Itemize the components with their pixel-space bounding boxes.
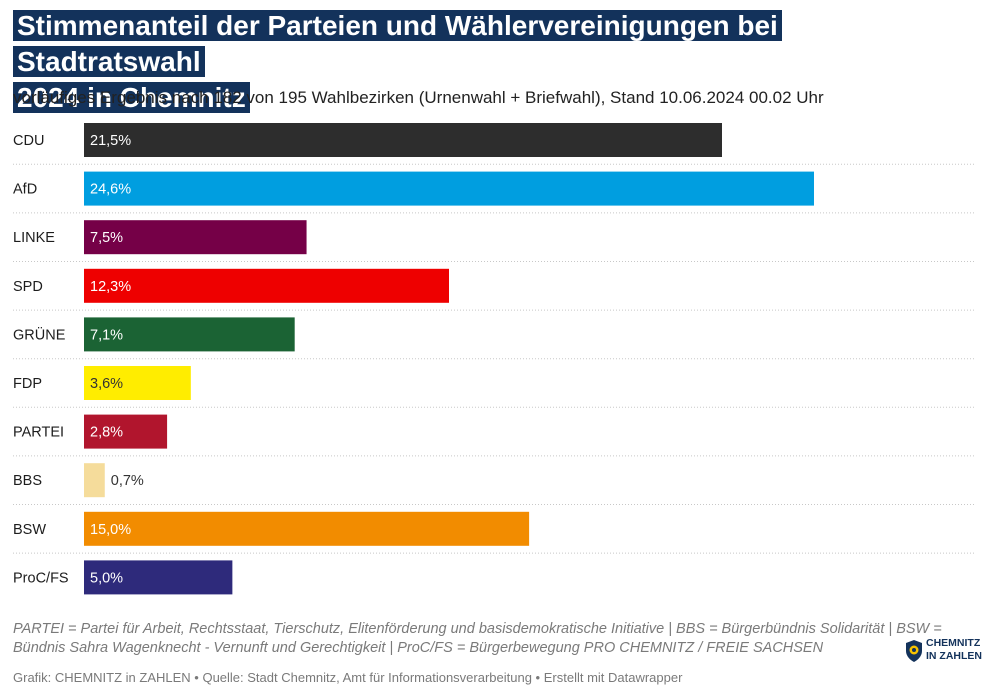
category-label-bbs: BBS: [13, 473, 42, 489]
shield-icon: [906, 640, 922, 662]
category-label-partei: PARTEI: [13, 425, 64, 441]
value-label-proc-fs: 5,0%: [90, 570, 123, 586]
value-label-linke: 7,5%: [90, 230, 123, 246]
category-label-cdu: CDU: [13, 133, 44, 149]
title-line-2: 2024 in Chemnitz: [13, 82, 250, 113]
bar-gr-ne: [84, 317, 295, 352]
footnote: PARTEI = Partei für Arbeit, Rechtsstaat,…: [13, 621, 942, 656]
category-label-proc-fs: ProC/FS: [13, 570, 69, 586]
category-label-afd: AfD: [13, 182, 37, 198]
category-label-fdp: FDP: [13, 376, 42, 392]
category-label-spd: SPD: [13, 279, 43, 295]
value-label-bsw: 15,0%: [90, 522, 131, 538]
category-label-bsw: BSW: [13, 522, 46, 538]
bar-proc-fs: [84, 560, 233, 595]
title-line-1: Stimmenanteil der Parteien und Wählerver…: [13, 10, 782, 77]
value-label-cdu: 21,5%: [90, 133, 131, 149]
bar-linke: [84, 220, 307, 255]
bar-partei: [84, 414, 168, 449]
logo-line-2: IN ZAHLEN: [926, 650, 982, 662]
chart-title: Stimmenanteil der Parteien und Wählerver…: [13, 8, 973, 116]
value-label-fdp: 3,6%: [90, 376, 123, 392]
bar-cdu: [84, 123, 722, 157]
bar-chart: CDU 21,5% AfD 24,6% LINKE 7,5% SPD 12,3% GRÜNE 7,…: [13, 123, 976, 595]
bar-bsw: [84, 511, 530, 546]
value-label-gr-ne: 7,1%: [90, 327, 123, 343]
category-label-linke: LINKE: [13, 230, 55, 246]
value-label-bbs: 0,7%: [111, 473, 144, 489]
bar-fdp: [84, 366, 191, 400]
bar-bbs: [84, 463, 105, 498]
category-label-gr-ne: GRÜNE: [13, 325, 66, 343]
value-label-afd: 24,6%: [90, 182, 131, 198]
value-label-spd: 12,3%: [90, 279, 131, 295]
bar-spd: [84, 268, 449, 303]
logo-line-1: CHEMNITZ: [926, 637, 981, 649]
chart-subtitle: vorläufiges Ergebnis nach 182 von 195 Wa…: [13, 88, 824, 107]
value-label-partei: 2,8%: [90, 425, 123, 441]
chemnitz-in-zahlen-logo: CHEMNITZ IN ZAHLEN: [904, 637, 984, 665]
bar-afd: [84, 171, 814, 206]
source-credit: Grafik: CHEMNITZ in ZAHLEN • Quelle: Sta…: [13, 670, 683, 685]
